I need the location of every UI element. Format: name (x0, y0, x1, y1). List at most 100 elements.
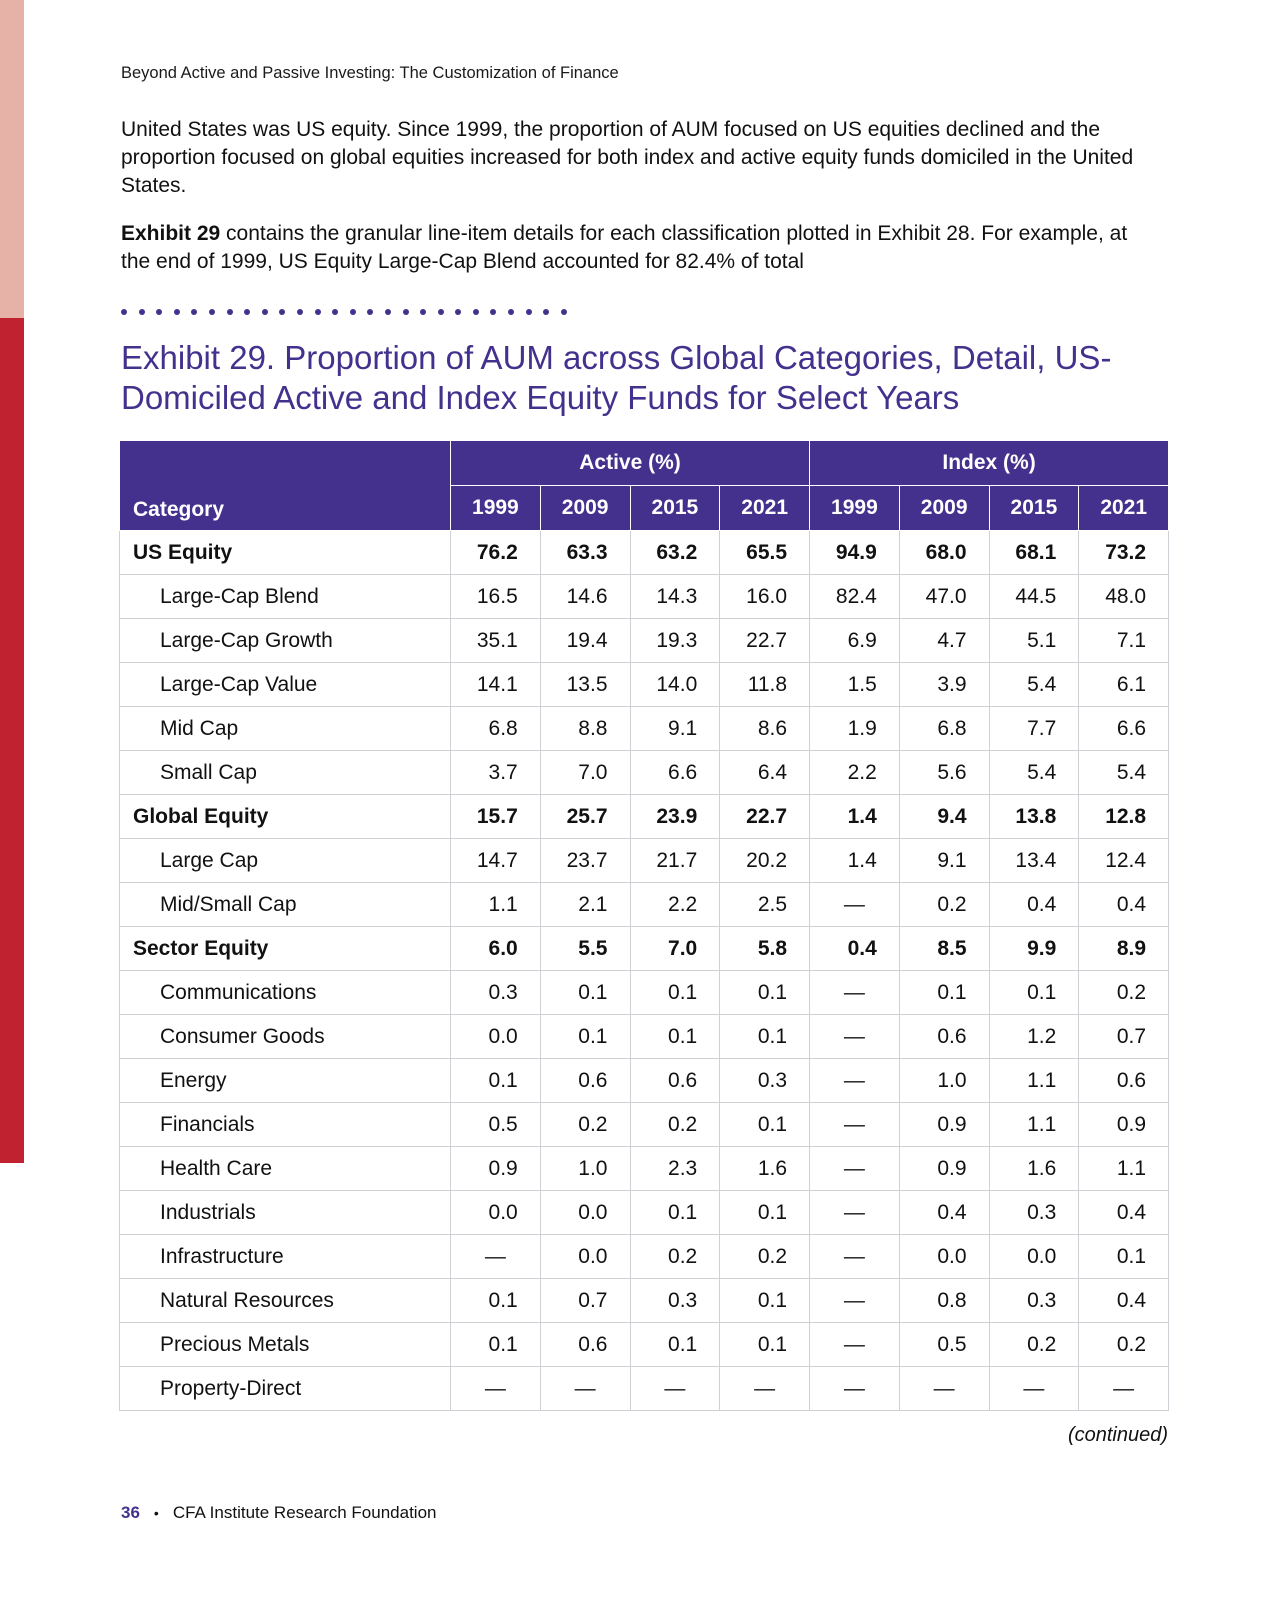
table-row: Communications 0.3 0.1 0.1 0.1—0.1 0.1 0.2 (119, 970, 1170, 1015)
table-cell: 9.1 (629, 706, 721, 751)
table-cell: 6.4 (719, 750, 811, 795)
table-cell: 0.6 (629, 1058, 721, 1103)
table-cell: 16.0 (719, 574, 811, 619)
table-cell: 0.2 (629, 1102, 721, 1147)
table-cell: 0.1 (898, 970, 990, 1015)
table-cell: 2.1 (539, 882, 631, 927)
year-header: 2015 (629, 485, 721, 531)
body-paragraph-1: United States was US equity. Since 1999,… (121, 118, 1134, 197)
table-cell: 1.1 (988, 1058, 1080, 1103)
table-cell: 5.4 (988, 750, 1080, 795)
table-cell: 0.2 (988, 1322, 1080, 1367)
table-cell: 1.1 (450, 882, 541, 927)
divider-dot (226, 309, 233, 315)
running-head: Beyond Active and Passive Investing: The… (121, 64, 619, 82)
table-cell: — (539, 1366, 631, 1411)
table-cell: 0.0 (539, 1190, 631, 1235)
row-category: Small Cap (119, 750, 451, 795)
row-category: Mid/Small Cap (119, 882, 451, 927)
table-cell: 0.2 (898, 882, 990, 927)
table-cell: 6.8 (898, 706, 990, 751)
table-cell: — (988, 1366, 1080, 1411)
body-paragraph-2: Exhibit 29 contains the granular line-it… (121, 220, 1151, 276)
table-cell: 68.0 (898, 530, 990, 575)
row-category: Sector Equity (119, 926, 451, 971)
table-cell: 9.1 (898, 838, 990, 883)
table-cell: 0.9 (450, 1146, 541, 1191)
table-cell: 25.7 (539, 794, 631, 839)
exhibit-table: Category Active (%) Index (%) 1999 2009 20… (119, 440, 1170, 1411)
row-category: Natural Resources (119, 1278, 451, 1323)
year-header: 2021 (1078, 485, 1170, 531)
table-cell: 9.9 (988, 926, 1080, 971)
table-cell: 0.9 (898, 1102, 990, 1147)
table-cell: 5.4 (988, 662, 1080, 707)
row-category: Large Cap (119, 838, 451, 883)
table-cell: 20.2 (719, 838, 811, 883)
table-cell: 0.1 (719, 1190, 811, 1235)
table-cell: 0.9 (898, 1146, 990, 1191)
table-cell: 13.5 (539, 662, 631, 707)
table-cell: 6.9 (809, 618, 900, 663)
table-cell: 14.7 (450, 838, 541, 883)
table-cell: 0.4 (1078, 1190, 1170, 1235)
table-cell: 0.1 (719, 1322, 811, 1367)
footer: 36 • CFA Institute Research Foundation (121, 1503, 436, 1523)
table-row: Small Cap 3.7 7.0 6.6 6.4 2.2 5.6 5.4 5.4 (119, 750, 1170, 795)
table-cell: 3.9 (898, 662, 990, 707)
divider-dot (208, 309, 215, 315)
table-cell: 1.9 (809, 706, 900, 751)
divider-dot (384, 309, 391, 315)
row-category: Energy (119, 1058, 451, 1103)
table-cell: 6.6 (629, 750, 721, 795)
table-cell: 12.8 (1078, 794, 1170, 839)
table-cell: 1.5 (809, 662, 900, 707)
table-cell: 0.0 (898, 1234, 990, 1279)
table-cell: 63.2 (629, 530, 721, 575)
table-cell: 0.1 (719, 1014, 811, 1059)
table-row: Large Cap 14.7 23.7 21.7 20.2 1.4 9.1 13.4 12.4 (119, 838, 1170, 883)
row-category: Communications (119, 970, 451, 1015)
table-cell: 2.2 (809, 750, 900, 795)
table-cell: 1.2 (988, 1014, 1080, 1059)
row-category: Mid Cap (119, 706, 451, 751)
table-cell: 0.5 (450, 1102, 541, 1147)
table-cell: 0.1 (450, 1322, 541, 1367)
table-row: Consumer Goods 0.0 0.1 0.1 0.1—0.6 1.2 0.7 (119, 1014, 1170, 1059)
year-header: 2021 (719, 485, 811, 531)
row-category: Consumer Goods (119, 1014, 451, 1059)
index-group-header: Index (%) (809, 440, 1170, 486)
divider-dot (543, 309, 550, 315)
table-cell: 6.6 (1078, 706, 1170, 751)
table-cell: 0.4 (809, 926, 900, 971)
table-cell: 7.7 (988, 706, 1080, 751)
table-cell: 82.4 (809, 574, 900, 619)
footer-bullet: • (153, 1505, 159, 1521)
active-group-header: Active (%) (449, 440, 811, 486)
table-cell: 5.6 (898, 750, 990, 795)
table-cell: 23.9 (629, 794, 721, 839)
table-cell: 0.7 (1078, 1014, 1170, 1059)
table-cell: 0.3 (629, 1278, 721, 1323)
table-cell: 1.6 (719, 1146, 811, 1191)
table-cell: — (809, 1146, 900, 1191)
table-cell: 0.1 (450, 1058, 541, 1103)
table-cell: 6.0 (450, 926, 541, 971)
category-header: Category (119, 440, 451, 531)
table-cell: 0.1 (629, 1014, 721, 1059)
table-row: Mid/Small Cap 1.1 2.1 2.2 2.5—0.2 0.4 0.4 (119, 882, 1170, 927)
table-cell: — (629, 1366, 721, 1411)
table-cell: 0.1 (539, 970, 631, 1015)
table-cell: 0.2 (539, 1102, 631, 1147)
table-cell: 0.1 (629, 1322, 721, 1367)
divider-dot (402, 309, 409, 315)
year-header-row: 1999 2009 2015 2021 1999 2009 2015 2021 (120, 485, 1170, 531)
table-row: Large-Cap Growth 35.1 19.4 19.3 22.7 6.9 4.7 5.… (119, 618, 1170, 663)
table-cell: 0.3 (719, 1058, 811, 1103)
table-row: Natural Resources 0.1 0.7 0.3 0.1—0.8 0.3 0.4 (119, 1278, 1170, 1323)
row-category: US Equity (119, 530, 451, 575)
table-cell: — (809, 1322, 900, 1367)
table-cell: 1.6 (988, 1146, 1080, 1191)
table-cell: 11.8 (719, 662, 811, 707)
table-cell: 14.1 (450, 662, 541, 707)
